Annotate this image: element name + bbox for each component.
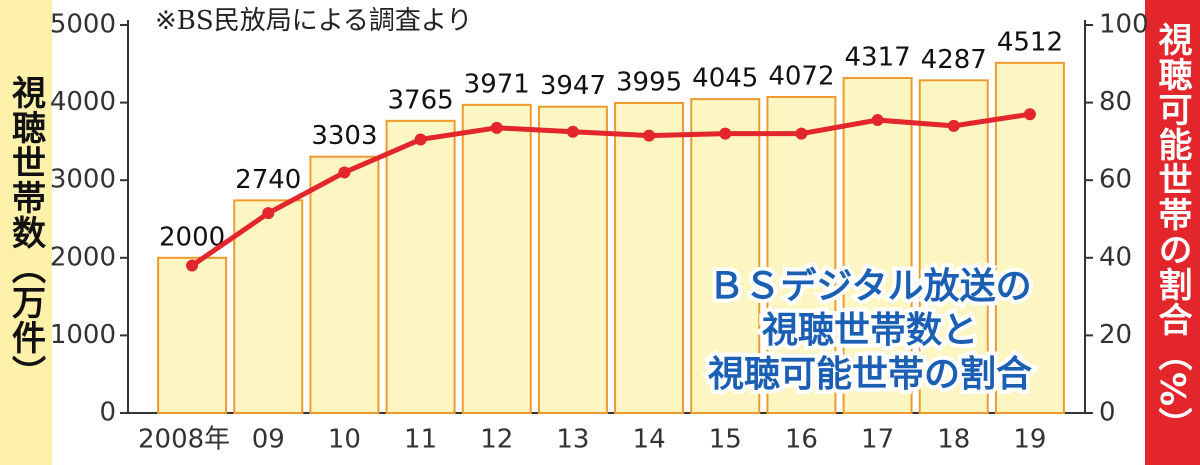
y-tick-label: 4000 (50, 87, 116, 117)
value-label: 4287 (921, 45, 987, 75)
x-tick-label: 19 (1013, 425, 1046, 455)
bar (918, 79, 989, 414)
x-tick-label: 18 (937, 425, 970, 455)
x-tick-label: 2008年 (138, 425, 230, 455)
line-point (262, 207, 275, 220)
x-tick-label: 14 (633, 425, 666, 455)
bar (157, 256, 228, 414)
y-tick-label: 1000 (50, 320, 116, 350)
y-tick-label: 3000 (50, 165, 116, 195)
x-tick-label: 09 (252, 425, 285, 455)
y2-tick-label: 100 (1099, 10, 1149, 40)
value-label: 4045 (692, 64, 758, 94)
line (190, 111, 1031, 268)
chart-title: 視聴世帯数と (762, 310, 978, 351)
bar (614, 101, 685, 414)
line-point (186, 259, 199, 272)
value-label: 3303 (311, 121, 377, 151)
bar (766, 96, 837, 415)
line-point (414, 133, 427, 146)
value-label: 4072 (768, 62, 834, 92)
x-tick-label: 15 (709, 425, 742, 455)
x-tick-label: 10 (328, 425, 361, 455)
y-tick-label: 5000 (50, 10, 116, 40)
chart-title: 視聴可能世帯の割合 (708, 354, 1032, 395)
line-point (566, 125, 579, 138)
y2-tick-label: 60 (1099, 165, 1132, 195)
line-point (719, 127, 732, 140)
bar (309, 155, 380, 414)
x-tick-label: 17 (861, 425, 894, 455)
x-tick-label: 11 (404, 425, 437, 455)
y-axis-title: 視聴世帯数（万件） (0, 0, 52, 465)
value-label: 3995 (616, 67, 682, 97)
value-label: 3947 (540, 71, 606, 101)
y2-tick-label: 0 (1099, 398, 1116, 428)
line-point (338, 166, 351, 179)
y2-axis-title: 視聴可能世帯の割合（%） (1145, 0, 1200, 465)
value-label: 4512 (997, 27, 1063, 57)
bar (690, 98, 761, 414)
y-tick-label: 2000 (50, 242, 116, 272)
value-label: 2000 (159, 222, 225, 252)
line-point (871, 114, 884, 127)
line-point (643, 129, 656, 142)
annotation: ※BS民放局による調査より (155, 6, 472, 36)
chart-title: ＢＳデジタル放送の (708, 265, 1031, 307)
value-label: 3765 (387, 85, 453, 115)
line-point (947, 119, 960, 132)
y2-tick-label: 80 (1099, 87, 1132, 117)
x-tick-label: 16 (785, 425, 818, 455)
bar (842, 77, 913, 415)
bar (994, 61, 1065, 414)
value-label: 4317 (844, 43, 910, 73)
line-point (490, 121, 503, 134)
y-tick-label: 0 (99, 398, 116, 428)
line-point (795, 127, 808, 140)
y2-tick-label: 40 (1099, 242, 1132, 272)
bar (461, 103, 532, 414)
x-tick-label: 12 (480, 425, 513, 455)
line-point (1023, 108, 1036, 121)
bar (233, 199, 304, 414)
bar (385, 119, 456, 414)
y2-tick-label: 20 (1099, 320, 1132, 350)
bar (537, 105, 608, 414)
value-label: 2740 (235, 165, 301, 195)
x-tick-label: 13 (556, 425, 589, 455)
value-label: 3971 (464, 69, 530, 99)
